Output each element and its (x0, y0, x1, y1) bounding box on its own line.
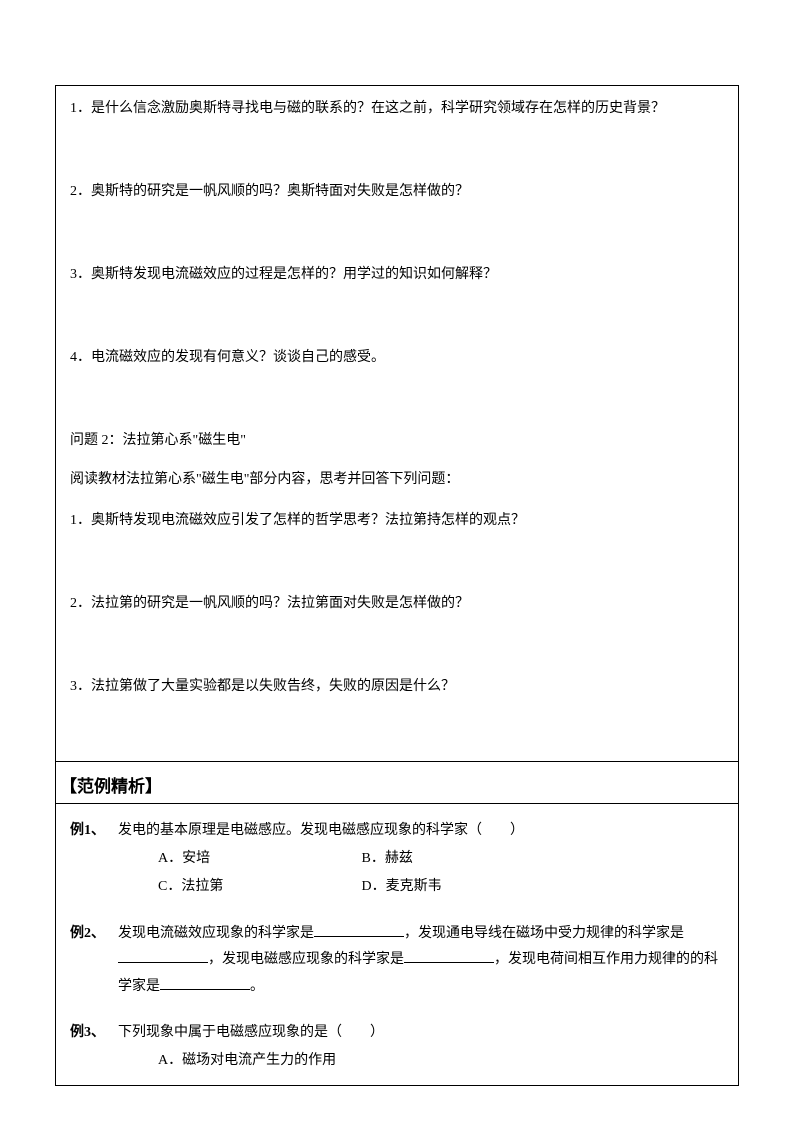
example-2: 例2、 发现电流磁效应现象的科学家是 ，发现通电导线在磁场中受力规律的科学家是，发… (70, 921, 724, 1001)
question-1-3: 3．奥斯特发现电流磁效应的过程是怎样的？用学过的知识如何解释？ (70, 264, 724, 285)
section-2-title: 问题 2：法拉第心系"磁生电" (70, 430, 724, 451)
example-1-option-d: D．麦克斯韦 (362, 873, 442, 901)
blank-4 (160, 976, 250, 990)
example-1-option-a: A．安培 (158, 845, 358, 873)
example-3-text: 下列现象中属于电磁感应现象的是（ ） (118, 1025, 384, 1040)
example-1: 例1、 发电的基本原理是电磁感应。发现电磁感应现象的科学家（ ） A．安培 B．… (70, 818, 724, 901)
examples-section: 例1、 发电的基本原理是电磁感应。发现电磁感应现象的科学家（ ） A．安培 B．… (56, 804, 738, 1085)
example-1-option-c: C．法拉第 (158, 873, 358, 901)
question-2-3: 3．法拉第做了大量实验都是以失败告终，失败的原因是什么？ (70, 676, 724, 697)
document-border: 1．是什么信念激励奥斯特寻找电与磁的联系的？在这之前，科学研究领域存在怎样的历史… (55, 85, 739, 1086)
example-1-label: 例1、 (70, 818, 118, 845)
example-2-label: 例2、 (70, 921, 118, 948)
example-2-text5: 。 (250, 979, 264, 994)
example-2-text3: ，发现电磁感应现象的科学家是 (208, 952, 404, 967)
example-2-content: 发现电流磁效应现象的科学家是 ，发现通电导线在磁场中受力规律的科学家是，发现电磁感… (118, 921, 724, 1001)
blank-3 (404, 949, 494, 963)
blank-2 (118, 949, 208, 963)
section-questions-top: 1．是什么信念激励奥斯特寻找电与磁的联系的？在这之前，科学研究领域存在怎样的历史… (56, 86, 738, 761)
question-1-2: 2．奥斯特的研究是一帆风顺的吗？奥斯特面对失败是怎样做的？ (70, 181, 724, 202)
example-3-option-a: A．磁场对电流产生力的作用 (158, 1053, 336, 1068)
example-3-options-row1: A．磁场对电流产生力的作用 (118, 1047, 724, 1075)
examples-header: 【范例精析】 (56, 762, 738, 804)
question-2-1: 1．奥斯特发现电流磁效应引发了怎样的哲学思考？法拉第持怎样的观点？ (70, 510, 724, 531)
question-1-1: 1．是什么信念激励奥斯特寻找电与磁的联系的？在这之前，科学研究领域存在怎样的历史… (70, 98, 724, 119)
example-1-option-b: B．赫兹 (362, 845, 413, 873)
example-2-text2: ，发现通电导线在磁场中受力规律的科学家是 (404, 926, 684, 941)
question-2-2: 2．法拉第的研究是一帆风顺的吗？法拉第面对失败是怎样做的？ (70, 593, 724, 614)
question-1-4: 4．电流磁效应的发现有何意义？谈谈自己的感受。 (70, 347, 724, 368)
blank-1 (314, 923, 404, 937)
example-3: 例3、 下列现象中属于电磁感应现象的是（ ） A．磁场对电流产生力的作用 (70, 1020, 724, 1075)
example-1-options-row2: C．法拉第 D．麦克斯韦 (118, 873, 724, 901)
example-3-content: 下列现象中属于电磁感应现象的是（ ） A．磁场对电流产生力的作用 (118, 1020, 724, 1075)
example-3-label: 例3、 (70, 1020, 118, 1047)
example-1-text: 发电的基本原理是电磁感应。发现电磁感应现象的科学家（ ） (118, 823, 524, 838)
example-1-options-row1: A．安培 B．赫兹 (118, 845, 724, 873)
section-2-intro: 阅读教材法拉第心系"磁生电"部分内容，思考并回答下列问题： (70, 469, 724, 490)
example-1-content: 发电的基本原理是电磁感应。发现电磁感应现象的科学家（ ） A．安培 B．赫兹 C… (118, 818, 724, 901)
example-2-text1: 发现电流磁效应现象的科学家是 (118, 926, 314, 941)
